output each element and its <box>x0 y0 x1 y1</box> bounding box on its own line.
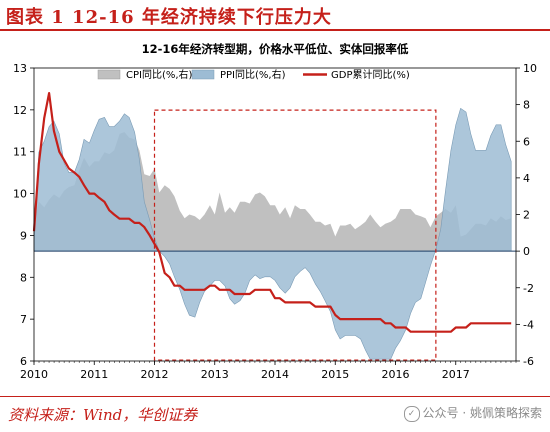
legend-label-cpi: CPI同比(%,右) <box>126 68 193 81</box>
right-tick-label: -2 <box>523 282 534 295</box>
left-tick-label: 10 <box>13 188 27 201</box>
right-tick-label: -6 <box>523 355 534 368</box>
x-tick-label: 2011 <box>80 368 108 381</box>
watermark-text: 公众号 · 姚佩策略探索 <box>422 406 542 420</box>
left-tick-label: 6 <box>20 355 27 368</box>
plot-area: 6 7 8 9 10 11 12 13 -6 -4 -2 0 2 4 6 8 10 2010 2011 2012 201… <box>13 62 537 381</box>
gdp-line <box>32 91 512 333</box>
left-tick-label: 13 <box>13 62 27 75</box>
chart-title: 12-16年经济转型期，价格水平低位、实体回报率低 <box>142 42 409 56</box>
legend-label-ppi: PPI同比(%,右) <box>220 68 286 81</box>
figure-header: 图表 1 12-16 年经济持续下行压力大 <box>0 0 550 31</box>
figure-title: 图表 1 12-16 年经济持续下行压力大 <box>6 7 332 28</box>
chart: 12-16年经济转型期，价格水平低位、实体回报率低 CPI同比(%,右) PPI同… <box>13 42 537 381</box>
legend-swatch-cpi <box>97 69 121 80</box>
watermark: ✓ 公众号 · 姚佩策略探索 <box>403 404 542 422</box>
left-tick-label: 9 <box>20 229 27 242</box>
right-tick-label: 10 <box>523 62 537 75</box>
cpi-area <box>34 132 512 252</box>
left-tick-label: 12 <box>13 104 27 117</box>
x-tick-label: 2010 <box>20 368 48 381</box>
figure-footer: 资料来源：Wind，华创证券 ✓ 公众号 · 姚佩策略探索 <box>0 396 550 432</box>
highlight-box <box>153 109 437 361</box>
right-tick-label: 4 <box>523 172 530 185</box>
right-tick-label: 2 <box>523 209 530 222</box>
right-tick-label: 8 <box>523 99 530 112</box>
right-tick-label: -4 <box>523 318 534 331</box>
legend-label-gdp: GDP累计同比(%) <box>331 68 410 81</box>
x-tick-label: 2013 <box>201 368 229 381</box>
x-tick-label: 2015 <box>321 368 349 381</box>
legend: CPI同比(%,右) PPI同比(%,右) GDP累计同比(%) <box>97 68 410 81</box>
legend-swatch-ppi <box>191 69 215 80</box>
footer-rule <box>0 396 550 397</box>
left-tick-label: 8 <box>20 271 27 284</box>
source-note: 资料来源：Wind，华创证券 <box>8 406 198 424</box>
left-tick-label: 11 <box>13 146 27 159</box>
header-rule <box>0 29 550 31</box>
right-tick-label: 0 <box>523 245 530 258</box>
x-tick-label: 2014 <box>261 368 289 381</box>
x-tick-label: 2016 <box>382 368 410 381</box>
wechat-icon: ✓ <box>403 405 420 422</box>
x-tick-label: 2012 <box>141 368 169 381</box>
x-tick-label: 2017 <box>442 368 470 381</box>
left-tick-label: 7 <box>20 313 27 326</box>
right-tick-label: 6 <box>523 135 530 148</box>
ppi-area <box>33 107 512 360</box>
